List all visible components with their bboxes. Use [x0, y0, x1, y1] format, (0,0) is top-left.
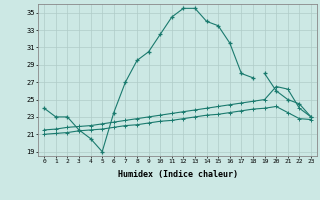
X-axis label: Humidex (Indice chaleur): Humidex (Indice chaleur)	[118, 170, 238, 179]
